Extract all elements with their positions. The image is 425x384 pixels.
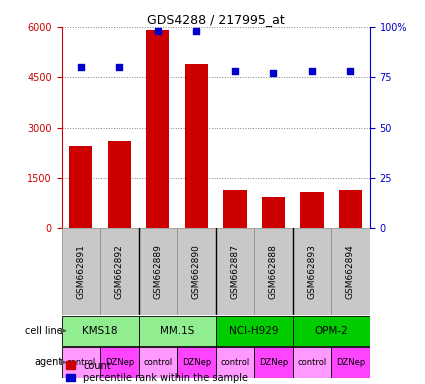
FancyBboxPatch shape	[293, 347, 331, 377]
Text: NCI-H929: NCI-H929	[230, 326, 279, 336]
Bar	[108, 141, 131, 228]
Text: GSM662887: GSM662887	[230, 244, 239, 299]
FancyBboxPatch shape	[62, 228, 100, 315]
Text: GSM662893: GSM662893	[307, 244, 317, 299]
FancyBboxPatch shape	[215, 228, 254, 315]
Bar	[262, 197, 285, 228]
Point	[347, 68, 354, 74]
FancyBboxPatch shape	[254, 347, 293, 377]
Text: OPM-2: OPM-2	[314, 326, 348, 336]
Bar	[69, 146, 92, 228]
FancyBboxPatch shape	[293, 316, 370, 346]
Text: GSM662892: GSM662892	[115, 244, 124, 299]
FancyBboxPatch shape	[254, 228, 293, 315]
FancyBboxPatch shape	[293, 228, 331, 315]
FancyBboxPatch shape	[62, 347, 100, 377]
Point	[116, 64, 123, 70]
Legend: count, percentile rank within the sample: count, percentile rank within the sample	[66, 361, 248, 383]
FancyBboxPatch shape	[215, 316, 293, 346]
Text: control: control	[220, 358, 249, 367]
Text: DZNep: DZNep	[105, 358, 134, 367]
FancyBboxPatch shape	[331, 228, 370, 315]
FancyBboxPatch shape	[331, 347, 370, 377]
Text: GSM662888: GSM662888	[269, 244, 278, 299]
Bar	[339, 190, 362, 228]
Text: KMS18: KMS18	[82, 326, 118, 336]
FancyBboxPatch shape	[177, 347, 215, 377]
Bar	[185, 64, 208, 228]
FancyBboxPatch shape	[100, 347, 139, 377]
Point	[309, 68, 315, 74]
Text: GSM662889: GSM662889	[153, 244, 162, 299]
Text: GSM662891: GSM662891	[76, 244, 85, 299]
FancyBboxPatch shape	[215, 347, 254, 377]
FancyBboxPatch shape	[100, 228, 139, 315]
FancyBboxPatch shape	[177, 228, 215, 315]
Point	[193, 28, 200, 34]
Point	[77, 64, 84, 70]
Text: GSM662890: GSM662890	[192, 244, 201, 299]
Bar	[146, 30, 170, 228]
Text: MM.1S: MM.1S	[160, 326, 194, 336]
Text: GSM662894: GSM662894	[346, 244, 355, 299]
Bar	[300, 192, 323, 228]
Point	[155, 28, 162, 34]
Bar	[224, 190, 246, 228]
FancyBboxPatch shape	[139, 228, 177, 315]
Title: GDS4288 / 217995_at: GDS4288 / 217995_at	[147, 13, 285, 26]
Text: DZNep: DZNep	[259, 358, 288, 367]
FancyBboxPatch shape	[139, 347, 177, 377]
Text: control: control	[298, 358, 326, 367]
Text: control: control	[66, 358, 96, 367]
FancyBboxPatch shape	[62, 316, 139, 346]
Text: DZNep: DZNep	[336, 358, 365, 367]
Point	[270, 70, 277, 76]
Text: control: control	[143, 358, 173, 367]
Text: agent: agent	[34, 358, 62, 367]
Text: cell line: cell line	[25, 326, 62, 336]
Point	[232, 68, 238, 74]
FancyBboxPatch shape	[139, 316, 215, 346]
Text: DZNep: DZNep	[182, 358, 211, 367]
